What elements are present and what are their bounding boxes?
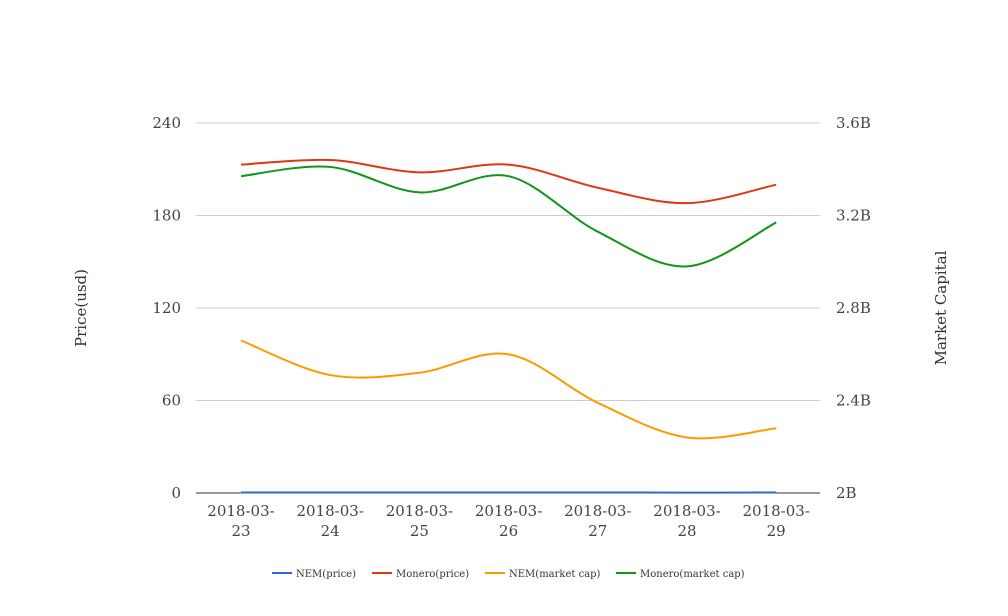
series-line-monero-price <box>240 158 777 205</box>
legend-label: Monero(market cap) <box>640 569 745 580</box>
right-axis-title: Market Capital <box>932 250 950 365</box>
legend-label: Monero(price) <box>396 569 469 580</box>
legend-item: NEM(price) <box>272 569 356 580</box>
series-lines <box>240 158 777 494</box>
left-tick-label: 60 <box>162 392 181 410</box>
right-tick-label: 3.2B <box>836 207 871 225</box>
left-axis-title: Price(usd) <box>72 269 90 347</box>
left-tick-label: 0 <box>171 484 181 502</box>
x-tick-label: 2018-03-24 <box>296 502 363 540</box>
right-tick-label: 2.8B <box>836 299 871 317</box>
legend-label: NEM(market cap) <box>509 569 601 580</box>
x-tick-label: 2018-03-29 <box>742 502 809 540</box>
series-line-nem-market-cap <box>240 339 777 440</box>
legend: NEM(price) Monero(price) NEM(market cap) Mo… <box>272 569 745 580</box>
right-tick-label: 2.4B <box>836 392 871 410</box>
x-tick-label: 2018-03-25 <box>386 502 453 540</box>
legend-item: NEM(market cap) <box>485 569 601 580</box>
x-tick-label: 2018-03-23 <box>207 502 274 540</box>
right-y-axis: 2B 2.4B 2.8B 3.2B 3.6B <box>836 114 871 502</box>
left-tick-label: 120 <box>152 299 181 317</box>
left-tick-label: 180 <box>152 207 181 225</box>
left-tick-label: 240 <box>152 114 181 132</box>
x-axis: 2018-03-23 2018-03-24 2018-03-25 2018-03-26… <box>207 502 810 540</box>
legend-item: Monero(price) <box>372 569 469 580</box>
right-tick-label: 3.6B <box>836 114 871 132</box>
series-line-monero-market-cap <box>240 165 777 268</box>
legend-item: Monero(market cap) <box>616 569 745 580</box>
x-tick-label: 2018-03-28 <box>653 502 720 540</box>
x-tick-label: 2018-03-27 <box>564 502 631 540</box>
left-y-axis: 0 60 120 180 240 <box>152 114 181 502</box>
x-tick-label: 2018-03-26 <box>475 502 542 540</box>
legend-label: NEM(price) <box>296 569 356 580</box>
right-tick-label: 2B <box>836 484 857 502</box>
